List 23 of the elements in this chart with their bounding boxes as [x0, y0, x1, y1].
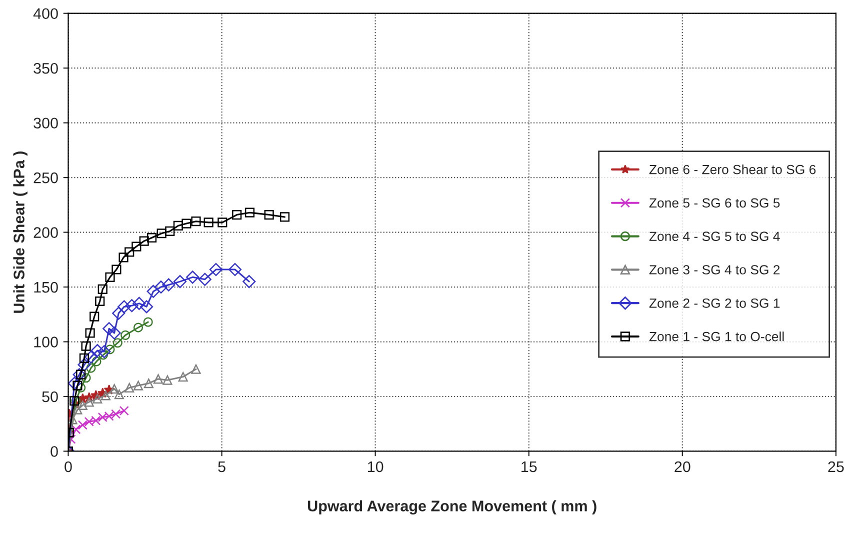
y-axis-title: Unit Side Shear ( kPa ) [13, 152, 28, 313]
legend-label: Zone 4 - SG 5 to SG 4 [649, 232, 780, 242]
legend-label: Zone 6 - Zero Shear to SG 6 [649, 164, 816, 174]
y-tick-label: 350 [34, 62, 58, 74]
x-axis-title: Upward Average Zone Movement ( mm ) [308, 500, 596, 515]
y-tick-label: 50 [42, 391, 58, 402]
legend-label: Zone 1 - SG 1 to O-cell [649, 332, 784, 342]
x-tick-label: 25 [828, 461, 844, 472]
legend-label: Zone 3 - SG 4 to SG 2 [649, 265, 780, 274]
x-tick-label: 20 [674, 461, 690, 472]
y-tick-label: 250 [34, 172, 58, 184]
x-tick-label: 10 [368, 461, 384, 472]
y-tick-label: 150 [34, 282, 58, 293]
legend-label: Zone 5 - SG 6 to SG 5 [649, 198, 780, 208]
legend-label: Zone 2 - SG 2 to SG 1 [649, 298, 780, 308]
y-tick-label: 100 [34, 336, 58, 348]
y-tick-label: 0 [50, 446, 58, 457]
y-tick-label: 200 [34, 227, 58, 238]
x-tick-label: 0 [64, 461, 72, 472]
y-tick-label: 300 [34, 118, 58, 129]
y-tick-label: 400 [33, 8, 58, 20]
x-tick-label: 5 [218, 462, 226, 472]
x-tick-label: 15 [522, 462, 537, 472]
